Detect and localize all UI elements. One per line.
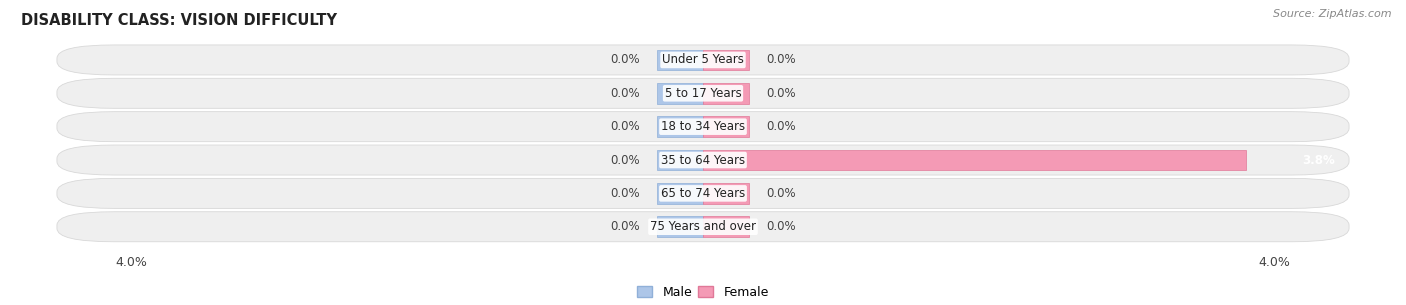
FancyBboxPatch shape bbox=[56, 112, 1350, 142]
Bar bbox=[657, 50, 703, 70]
Text: Source: ZipAtlas.com: Source: ZipAtlas.com bbox=[1274, 9, 1392, 19]
Text: DISABILITY CLASS: VISION DIFFICULTY: DISABILITY CLASS: VISION DIFFICULTY bbox=[21, 13, 337, 28]
Bar bbox=[657, 116, 703, 137]
Bar bbox=[657, 150, 703, 170]
FancyBboxPatch shape bbox=[56, 145, 1350, 175]
Bar bbox=[703, 50, 749, 70]
Text: 35 to 64 Years: 35 to 64 Years bbox=[661, 153, 745, 167]
FancyBboxPatch shape bbox=[56, 212, 1350, 242]
Text: 0.0%: 0.0% bbox=[766, 187, 796, 200]
Text: 0.0%: 0.0% bbox=[610, 53, 640, 66]
Text: Under 5 Years: Under 5 Years bbox=[662, 53, 744, 66]
Text: 0.0%: 0.0% bbox=[610, 187, 640, 200]
Text: 0.0%: 0.0% bbox=[766, 53, 796, 66]
FancyBboxPatch shape bbox=[56, 45, 1350, 75]
Bar bbox=[703, 217, 749, 237]
Bar bbox=[703, 116, 749, 137]
Text: 0.0%: 0.0% bbox=[610, 120, 640, 133]
Bar bbox=[657, 217, 703, 237]
Text: 3.8%: 3.8% bbox=[1302, 153, 1334, 167]
Text: 0.0%: 0.0% bbox=[610, 87, 640, 100]
Text: 0.0%: 0.0% bbox=[766, 220, 796, 233]
Text: 65 to 74 Years: 65 to 74 Years bbox=[661, 187, 745, 200]
Bar bbox=[703, 183, 749, 204]
Text: 5 to 17 Years: 5 to 17 Years bbox=[665, 87, 741, 100]
Text: 0.0%: 0.0% bbox=[766, 87, 796, 100]
Legend: Male, Female: Male, Female bbox=[633, 281, 773, 304]
Bar bbox=[657, 83, 703, 104]
Text: 75 Years and over: 75 Years and over bbox=[650, 220, 756, 233]
Bar bbox=[703, 83, 749, 104]
FancyBboxPatch shape bbox=[56, 78, 1350, 108]
Text: 0.0%: 0.0% bbox=[766, 120, 796, 133]
Bar bbox=[657, 183, 703, 204]
FancyBboxPatch shape bbox=[56, 178, 1350, 208]
Text: 18 to 34 Years: 18 to 34 Years bbox=[661, 120, 745, 133]
Text: 0.0%: 0.0% bbox=[610, 153, 640, 167]
Text: 0.0%: 0.0% bbox=[610, 220, 640, 233]
Bar bbox=[703, 150, 1246, 170]
